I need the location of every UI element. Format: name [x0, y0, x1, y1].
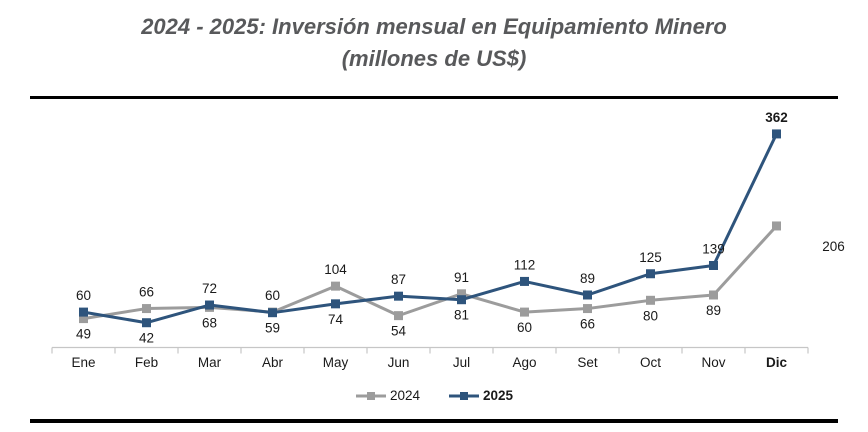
value-label-2024-set: 66 — [580, 317, 595, 332]
value-label-2025-jun: 87 — [391, 272, 406, 287]
series-line-2024 — [83, 224, 778, 321]
data-point-2025-may — [331, 299, 340, 309]
data-point-2024-feb — [142, 304, 151, 314]
legend-item-2025: 2025 — [448, 388, 513, 403]
data-point-2024-dic — [772, 221, 781, 231]
month-label-may: May — [323, 355, 349, 370]
data-point-2025-jul — [457, 295, 466, 305]
value-label-2024-ene: 49 — [76, 327, 91, 342]
month-label-set: Set — [577, 355, 598, 370]
data-point-2024-mar — [205, 302, 214, 312]
value-label-2025-set: 89 — [580, 271, 595, 286]
data-point-2024-nov — [709, 290, 718, 300]
legend-line-marker-2025-icon — [449, 391, 479, 400]
month-label-abr: Abr — [262, 355, 284, 370]
data-point-2025-dic — [772, 129, 781, 139]
legend-label-2024: 2024 — [389, 388, 420, 403]
data-point-2024-abr — [268, 307, 277, 317]
data-point-2025-jun — [394, 291, 403, 301]
value-label-2024-nov: 89 — [706, 303, 721, 318]
value-label-2025-ago: 112 — [514, 257, 536, 272]
data-point-2024-may — [331, 281, 340, 291]
value-label-2024-may: 104 — [324, 262, 347, 277]
value-label-2024-abr: 60 — [265, 288, 280, 303]
month-label-oct: Oct — [640, 355, 661, 370]
value-label-2024-jul: 91 — [454, 270, 469, 285]
data-point-2025-oct — [646, 269, 655, 279]
month-label-nov: Nov — [701, 355, 725, 370]
value-label-2024-feb: 66 — [139, 285, 154, 300]
data-point-2025-ene — [79, 307, 88, 317]
value-label-2024-jun: 54 — [391, 324, 407, 339]
legend: 2024 2025 — [0, 388, 868, 403]
value-label-2025-nov: 139 — [702, 241, 725, 256]
chart-title: 2024 - 2025: Inversión mensual en Equipa… — [0, 11, 868, 75]
value-label-2025-feb: 42 — [139, 331, 154, 346]
data-point-2024-oct — [646, 295, 655, 305]
chart-title-line1: 2024 - 2025: Inversión mensual en Equipa… — [141, 14, 727, 39]
month-label-jul: Jul — [453, 355, 470, 370]
bottom-divider — [30, 419, 838, 423]
value-label-2024-dic: 206 — [822, 239, 845, 254]
data-point-2025-feb — [142, 318, 151, 328]
data-point-2024-ago — [520, 307, 529, 317]
legend-line-marker-2024-icon — [355, 391, 386, 400]
data-point-2024-ene — [79, 314, 88, 324]
value-label-2024-ago: 60 — [517, 320, 532, 335]
month-label-dic: Dic — [766, 355, 788, 370]
value-label-2025-mar: 72 — [202, 281, 217, 296]
value-label-2025-ene: 60 — [76, 288, 91, 303]
value-label-2025-abr: 59 — [265, 321, 280, 336]
month-label-feb: Feb — [135, 355, 158, 370]
month-label-ene: Ene — [71, 355, 95, 370]
month-label-jun: Jun — [388, 355, 410, 370]
chart-title-line2: (millones de US$) — [341, 46, 527, 71]
data-point-2025-ago — [520, 276, 529, 286]
value-label-2025-oct: 125 — [639, 250, 662, 265]
value-label-2025-jul: 81 — [454, 308, 469, 323]
value-label-2025-may: 74 — [328, 312, 344, 327]
data-point-2024-jul — [457, 289, 466, 299]
top-divider — [30, 96, 838, 99]
data-point-2024-set — [583, 304, 592, 314]
data-point-2025-set — [583, 290, 592, 300]
value-label-2024-oct: 80 — [643, 308, 658, 323]
month-label-mar: Mar — [198, 355, 222, 370]
value-label-2024-mar: 68 — [202, 315, 217, 330]
data-point-2024-jun — [394, 311, 403, 321]
legend-item-2024: 2024 — [355, 388, 420, 403]
month-label-ago: Ago — [512, 355, 536, 370]
series-line-2025 — [83, 133, 778, 325]
data-point-2025-nov — [709, 260, 718, 270]
value-label-2025-dic: 362 — [765, 110, 788, 125]
legend-label-2025: 2025 — [483, 388, 514, 403]
data-point-2025-mar — [205, 300, 214, 310]
data-point-2025-abr — [268, 308, 277, 318]
